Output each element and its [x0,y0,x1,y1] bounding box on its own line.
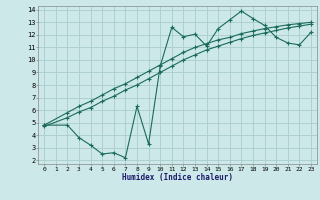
X-axis label: Humidex (Indice chaleur): Humidex (Indice chaleur) [122,173,233,182]
